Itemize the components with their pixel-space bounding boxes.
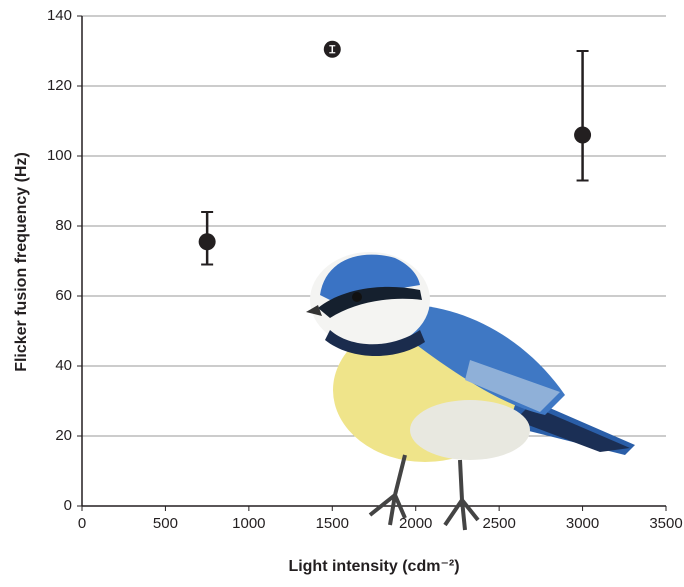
error-bar	[577, 51, 589, 181]
chart: Flicker fusion frequency (Hz) Light inte…	[0, 0, 684, 582]
y-tick-label: 120	[47, 77, 72, 94]
x-tick-label: 3500	[649, 515, 682, 532]
x-tick-label: 500	[153, 515, 178, 532]
x-axis-label: Light intensity (cdm⁻²)	[288, 558, 459, 575]
y-tick-label: 20	[55, 427, 72, 444]
x-tick-label: 3000	[566, 515, 599, 532]
x-tick-label: 2000	[399, 515, 432, 532]
y-tick-label: 140	[47, 7, 72, 24]
blue-tit-illustration	[306, 252, 635, 530]
y-tick-label: 80	[55, 217, 72, 234]
x-tick-label: 1500	[316, 515, 349, 532]
x-tick-label: 0	[78, 515, 86, 532]
y-tick-label: 100	[47, 147, 72, 164]
x-tick-label: 2500	[482, 515, 515, 532]
y-axis-label: Flicker fusion frequency (Hz)	[13, 152, 30, 372]
x-tick-label: 1000	[232, 515, 265, 532]
y-tick-label: 60	[55, 287, 72, 304]
y-tick-label: 40	[55, 357, 72, 374]
data-point	[574, 127, 591, 144]
y-tick-label: 0	[64, 497, 72, 514]
data-point	[199, 233, 216, 250]
